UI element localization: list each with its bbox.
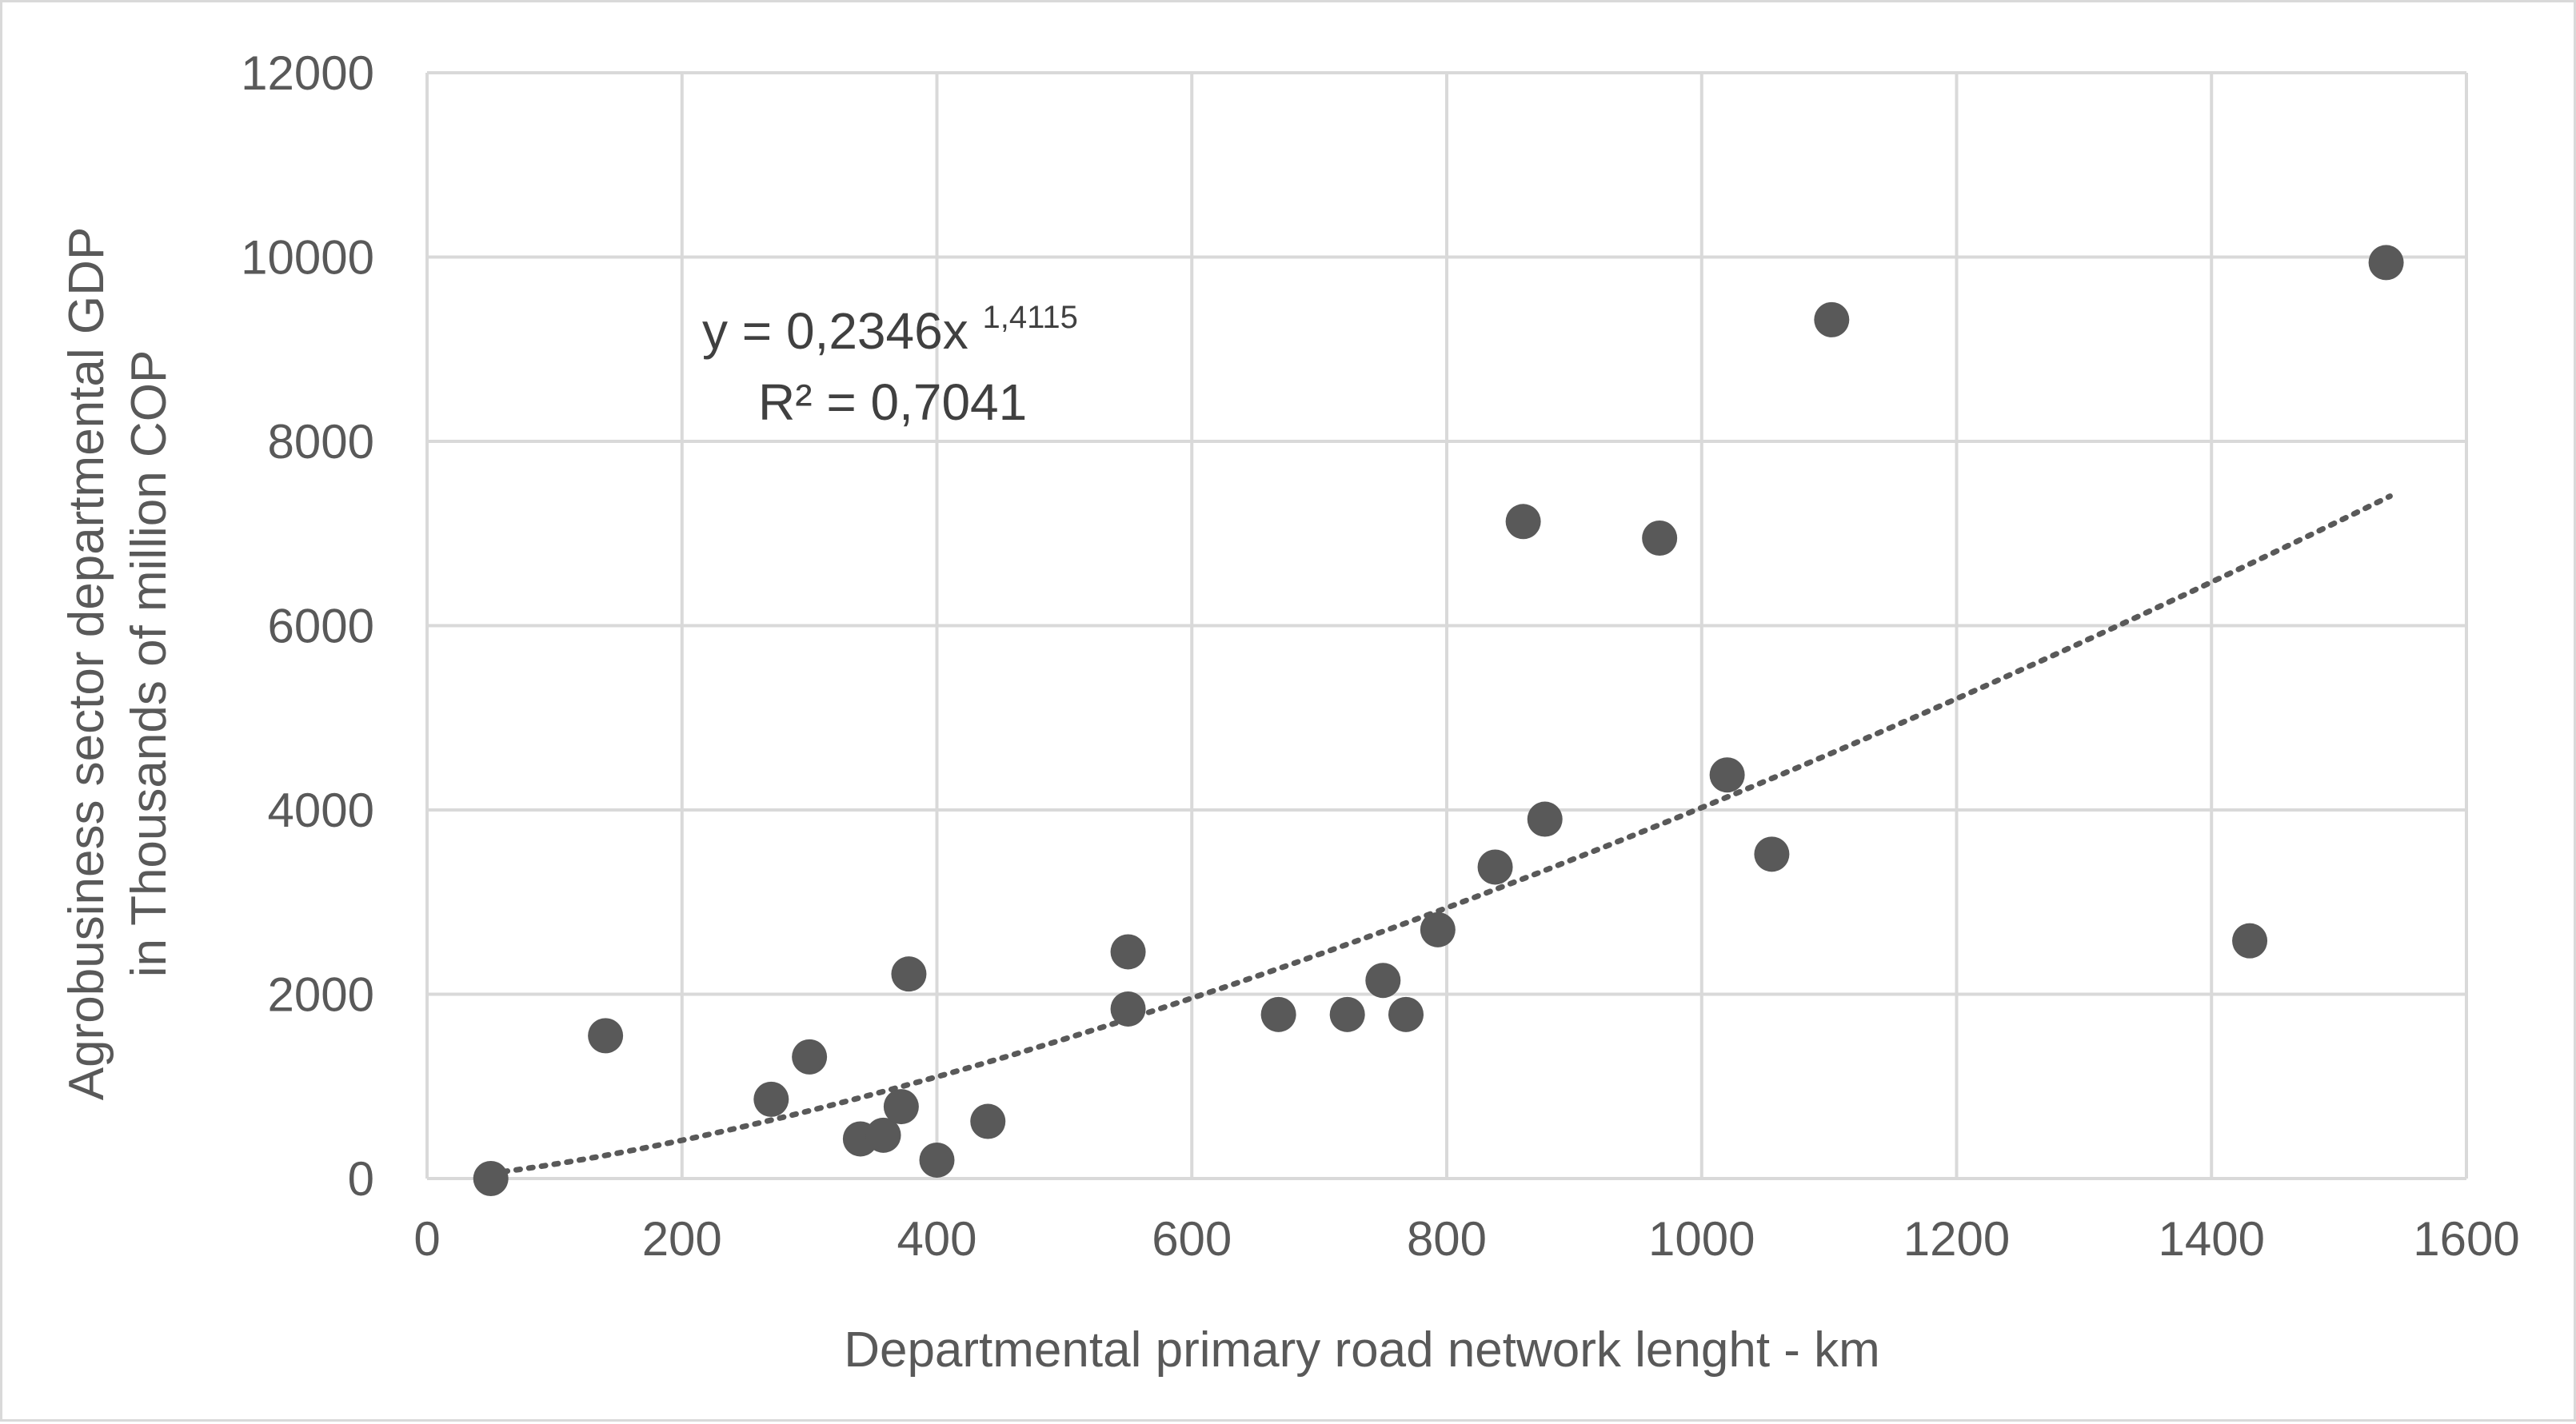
data-point-25 [2232, 923, 2268, 959]
data-point-20 [1527, 801, 1563, 837]
tick-labels: 0 2000 4000 6000 8000 10000 12000 0 200 400 600 800… [241, 46, 2520, 1266]
data-point-2 [588, 1018, 624, 1054]
data-point-12 [1110, 991, 1146, 1027]
data-point-23 [1754, 836, 1790, 872]
trendline-equation-exponent: 1,4115 [982, 300, 1077, 335]
y-axis-title: Agrobusiness sector departmental GDP in … [59, 227, 177, 1100]
data-points [473, 245, 2404, 1196]
grid-lines [425, 71, 2468, 1180]
data-point-8 [891, 956, 927, 992]
data-point-3 [753, 1081, 789, 1117]
trendline-r-squared: R² = 0,7041 [758, 373, 1027, 431]
x-tick-label-600: 600 [1152, 1212, 1232, 1266]
data-point-7 [883, 1089, 919, 1125]
data-point-6 [865, 1117, 901, 1153]
y-tick-label-0: 0 [348, 1152, 374, 1206]
x-tick-label-400: 400 [897, 1212, 976, 1266]
y-tick-label-2000: 2000 [268, 968, 374, 1022]
data-point-22 [1709, 757, 1745, 793]
r-squared-value: = 0,7041 [826, 373, 1027, 431]
trendline-path [488, 493, 2393, 1176]
data-point-14 [1329, 996, 1365, 1032]
x-tick-label-1000: 1000 [1648, 1212, 1755, 1266]
x-axis-title: Departmental primary road network lenght… [844, 1322, 1880, 1378]
trendline-equation: y = 0,2346x 1,4115 [702, 300, 1078, 360]
x-tick-label-1400: 1400 [2159, 1212, 2265, 1266]
x-tick-label-800: 800 [1407, 1212, 1487, 1266]
y-tick-label-4000: 4000 [268, 784, 374, 837]
data-point-24 [1814, 301, 1850, 337]
y-axis-title-line-1: Agrobusiness sector departmental GDP [59, 227, 114, 1100]
data-point-1 [473, 1161, 509, 1196]
x-tick-label-1200: 1200 [1903, 1212, 2010, 1266]
x-tick-label-1600: 1600 [2413, 1212, 2519, 1266]
y-tick-label-6000: 6000 [268, 600, 374, 653]
data-point-26 [2368, 245, 2404, 281]
y-tick-label-8000: 8000 [268, 415, 374, 469]
data-point-13 [1260, 996, 1296, 1032]
data-point-18 [1477, 849, 1513, 885]
x-tick-label-0: 0 [413, 1212, 440, 1266]
data-point-15 [1365, 963, 1401, 999]
data-point-11 [1110, 934, 1146, 970]
y-tick-label-12000: 12000 [241, 46, 374, 100]
trendline [488, 493, 2393, 1176]
data-point-16 [1388, 996, 1424, 1032]
data-point-10 [970, 1103, 1006, 1139]
data-point-21 [1642, 521, 1678, 556]
trendline-equation-base: y = 0,2346x [702, 302, 968, 360]
y-tick-label-10000: 10000 [241, 231, 374, 285]
data-point-4 [792, 1039, 828, 1075]
data-point-19 [1505, 504, 1541, 540]
data-point-9 [919, 1142, 955, 1178]
data-point-17 [1420, 911, 1456, 947]
r-squared-label: R² [758, 373, 813, 431]
y-axis-title-line-2: in Thousands of million COP [122, 350, 177, 978]
x-tick-label-200: 200 [642, 1212, 722, 1266]
